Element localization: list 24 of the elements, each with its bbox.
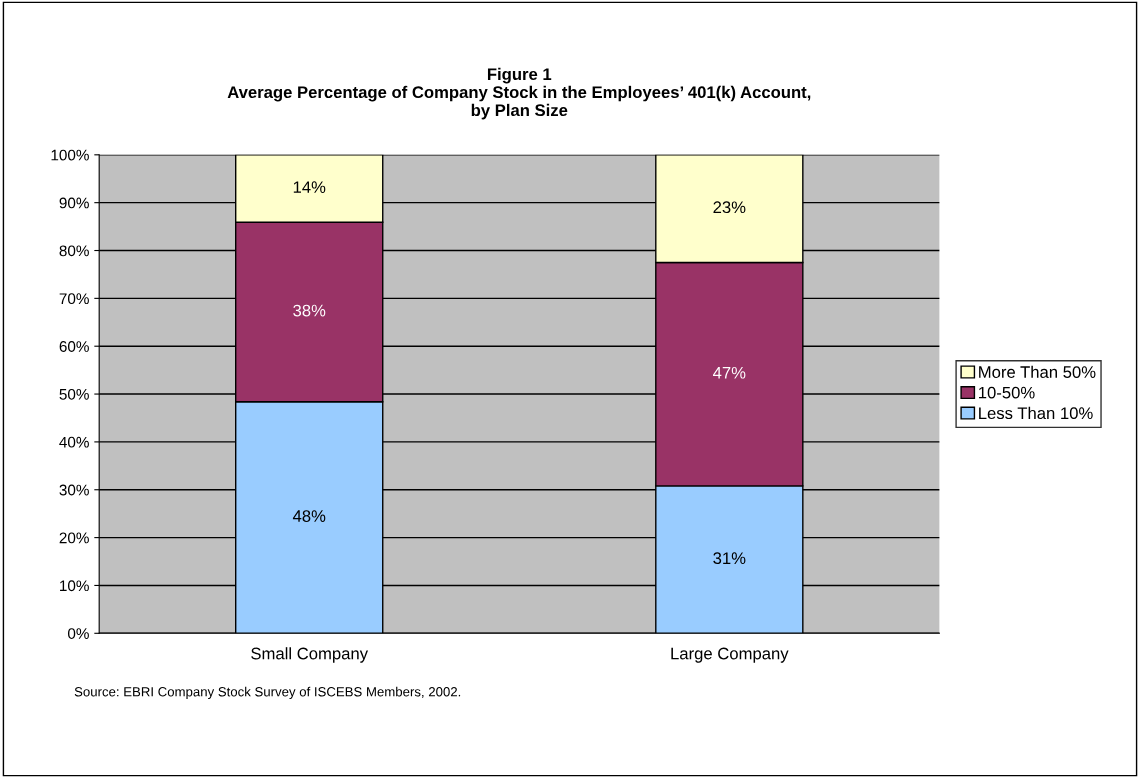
source-note: Source: EBRI Company Stock Survey of ISCEBS Members, 2002. xyxy=(74,686,461,700)
y-tick-label: 90% xyxy=(59,197,89,209)
x-tick-label: Large Company xyxy=(671,647,789,663)
y-tick-label: 60% xyxy=(59,341,89,352)
y-tick-label: 10% xyxy=(60,580,89,592)
y-tick-label: 0% xyxy=(67,628,89,639)
y-tick-label: 80% xyxy=(59,245,89,257)
legend-label: Less Than 10% xyxy=(979,406,1093,420)
y-tick-label: 50% xyxy=(59,388,89,400)
data-label: 48% xyxy=(292,510,326,522)
data-label: 47% xyxy=(713,366,746,379)
data-label: 38% xyxy=(293,304,326,317)
x-tick-label: Small Company xyxy=(251,647,369,663)
data-label: 14% xyxy=(293,181,326,193)
data-label: 31% xyxy=(713,552,746,565)
legend-label: More Than 50% xyxy=(979,365,1096,378)
y-tick-label: 30% xyxy=(59,484,89,496)
chart-title: Figure 1 Average Percentage of Company Stock in the Employees’ 401(k) Account, by Plan Size xyxy=(227,67,811,120)
data-label: 23% xyxy=(713,201,746,214)
y-tick-label: 100% xyxy=(51,149,89,161)
y-tick-label: 20% xyxy=(59,532,89,544)
y-tick-label: 70% xyxy=(59,293,89,305)
legend-label: 10-50% xyxy=(979,386,1035,399)
y-tick-label: 40% xyxy=(59,436,89,448)
